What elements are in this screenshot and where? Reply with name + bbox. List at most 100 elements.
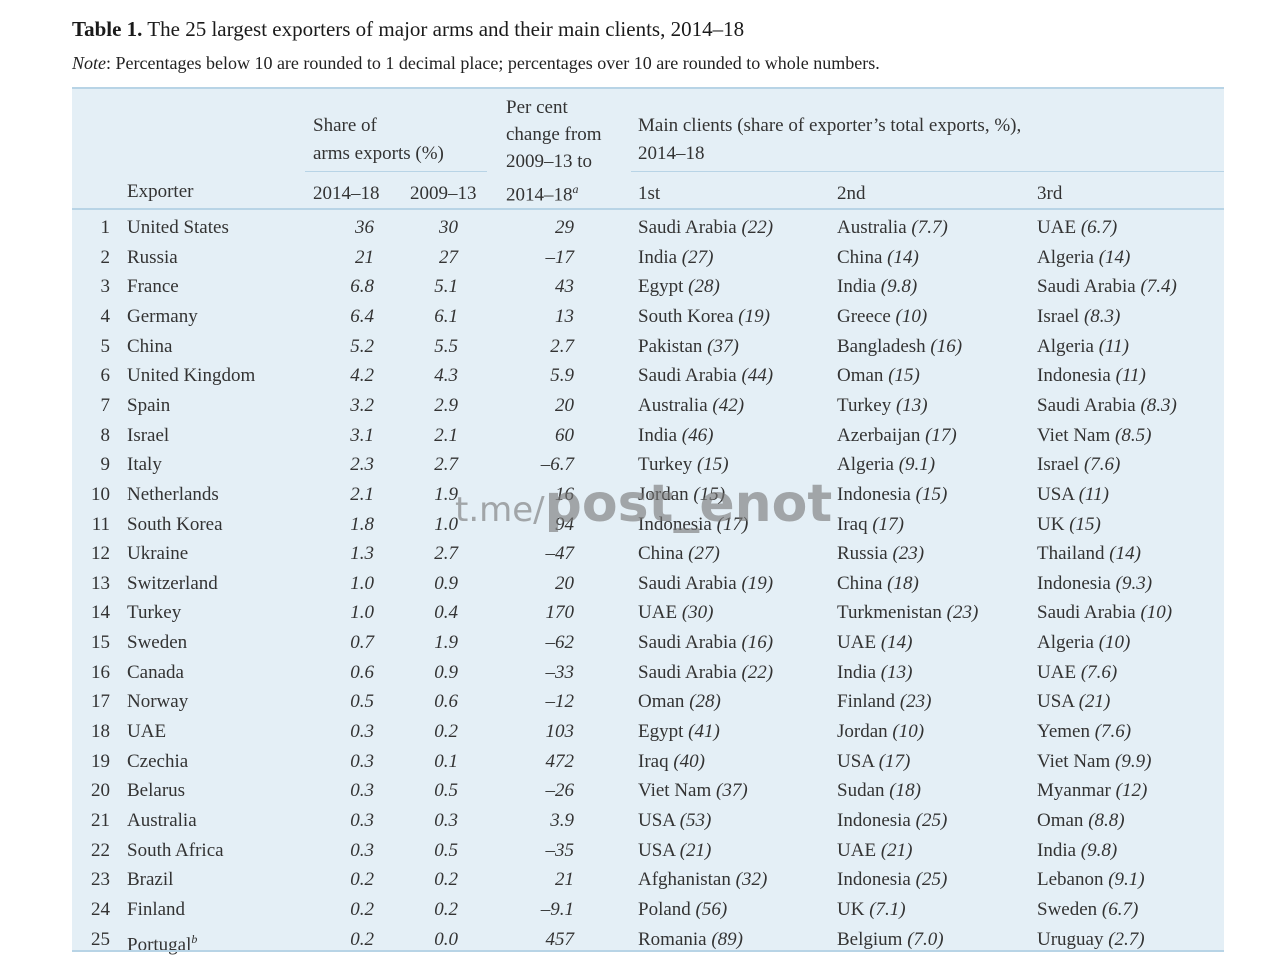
share-2009-13: 0.6 bbox=[434, 691, 458, 713]
client-3rd-country: Algeria bbox=[1037, 246, 1094, 268]
client-3rd: Lebanon (9.1) bbox=[1037, 865, 1145, 895]
client-2nd-header: 2nd bbox=[837, 183, 866, 204]
client-3rd-country: Uruguay bbox=[1037, 928, 1104, 950]
client-2nd-share: (7.7) bbox=[911, 217, 948, 238]
share-2009-13: 2.7 bbox=[434, 543, 458, 565]
share-2009-13: 1.9 bbox=[434, 632, 458, 654]
client-1st-share: (56) bbox=[695, 898, 728, 920]
percent-change: 20 bbox=[555, 572, 574, 594]
row-rank: 3 bbox=[100, 276, 111, 298]
client-1st-share: (22) bbox=[741, 661, 774, 683]
share-2009-13: 5.5 bbox=[434, 335, 458, 357]
exporter-header: Exporter bbox=[127, 181, 194, 202]
share-2014-18: 0.3 bbox=[350, 839, 374, 861]
client-1st: Saudi Arabia (22) bbox=[638, 658, 773, 688]
exporter-cell: Norway bbox=[127, 687, 188, 717]
client-1st-country: Poland bbox=[638, 898, 691, 920]
share-2009-13: 0.2 bbox=[434, 721, 458, 743]
exporter-cell: United States bbox=[127, 213, 229, 243]
share-2014-18: 1.3 bbox=[350, 543, 374, 565]
percent-change: 20 bbox=[555, 394, 574, 416]
percent-change: 21 bbox=[555, 869, 574, 891]
client-2nd: Iraq (17) bbox=[837, 510, 904, 540]
share-2014-18: 6.4 bbox=[350, 305, 374, 327]
row-rank: 15 bbox=[91, 632, 110, 654]
percent-change: 3.9 bbox=[550, 810, 574, 831]
client-1st: Australia (42) bbox=[638, 391, 744, 421]
client-3rd-country: Thailand bbox=[1037, 543, 1105, 565]
client-3rd-share: (6.7) bbox=[1101, 898, 1139, 920]
exporter-cell: Russia bbox=[127, 243, 178, 273]
client-1st-country: USA bbox=[638, 839, 675, 861]
client-2nd-country: Algeria bbox=[837, 454, 894, 476]
row-rank: 22 bbox=[91, 839, 110, 861]
client-2nd-country: China bbox=[837, 572, 883, 594]
client-2nd-country: India bbox=[837, 661, 877, 683]
table-row: 6 United Kingdom 4.2 4.3 5.9 Saudi Arabia (44… bbox=[72, 361, 1224, 391]
client-1st: Jordan (15) bbox=[638, 480, 725, 510]
exporter-cell: Switzerland bbox=[127, 569, 218, 599]
exporter-cell: United Kingdom bbox=[127, 361, 255, 391]
client-1st-country: India bbox=[638, 424, 678, 446]
client-1st: India (46) bbox=[638, 421, 713, 451]
client-1st: USA (21) bbox=[638, 836, 711, 866]
client-2nd-country: Indonesia bbox=[837, 810, 911, 831]
client-1st-share: (15) bbox=[696, 454, 729, 476]
table-row: 13 Switzerland 1.0 0.9 20 Saudi Arabia (19) Ch… bbox=[72, 569, 1224, 599]
client-2nd-country: UAE bbox=[837, 632, 877, 654]
row-rank: 2 bbox=[100, 246, 111, 268]
exporter-name: Belarus bbox=[127, 780, 186, 802]
row-rank: 19 bbox=[91, 750, 110, 772]
client-3rd-country: Saudi Arabia bbox=[1037, 276, 1136, 298]
share-2014-18: 0.2 bbox=[350, 928, 374, 950]
share-2014-18: 21 bbox=[355, 246, 374, 268]
share-2009-13: 4.3 bbox=[434, 365, 458, 387]
percent-change: 13 bbox=[555, 305, 574, 327]
row-rank: 10 bbox=[91, 483, 110, 505]
client-2nd-share: (16) bbox=[930, 335, 963, 357]
percent-change: 472 bbox=[545, 750, 575, 772]
exporter-cell: UAE bbox=[127, 717, 166, 747]
client-1st: China (27) bbox=[638, 539, 720, 569]
table-title: Table 1. The 25 largest exporters of maj… bbox=[72, 17, 744, 42]
percent-change: –47 bbox=[545, 543, 575, 565]
exporter-name: Finland bbox=[127, 898, 186, 920]
client-1st-country: UAE bbox=[638, 602, 678, 624]
client-1st-share: (22) bbox=[741, 217, 774, 238]
table-row: 23 Brazil 0.2 0.2 21 Afghanistan (32) Indonesi… bbox=[72, 865, 1224, 895]
client-1st-country: Australia bbox=[638, 394, 708, 416]
client-1st-country: Indonesia bbox=[638, 513, 712, 535]
client-2nd: USA (17) bbox=[837, 747, 910, 777]
client-3rd-country: Oman bbox=[1037, 810, 1084, 831]
client-1st-country: Egypt bbox=[638, 276, 684, 298]
table-row: 9 Italy 2.3 2.7 –6.7 Turkey (15) Algeria (9.1)… bbox=[72, 450, 1224, 480]
client-1st: Saudi Arabia (16) bbox=[638, 628, 773, 658]
exporter-cell: France bbox=[127, 272, 179, 302]
exporter-cell: Netherlands bbox=[127, 480, 219, 510]
client-3rd-country: Algeria bbox=[1037, 335, 1094, 357]
client-1st: Indonesia (17) bbox=[638, 510, 748, 540]
exporter-name: South Africa bbox=[127, 839, 224, 861]
client-3rd-share: (12) bbox=[1115, 780, 1148, 802]
share-2009-13: 1.0 bbox=[434, 513, 458, 535]
exporter-cell: Italy bbox=[127, 450, 162, 480]
client-3rd-share: (9.9) bbox=[1115, 750, 1152, 772]
client-2nd: China (18) bbox=[837, 569, 919, 599]
row-rank: 23 bbox=[91, 869, 110, 891]
client-3rd: Indonesia (11) bbox=[1037, 361, 1146, 391]
table-row: 24 Finland 0.2 0.2 –9.1 Poland (56) UK (7.1) Sw… bbox=[72, 895, 1224, 925]
client-2nd-share: (25) bbox=[915, 869, 948, 891]
change-header-line1: Per cent bbox=[506, 97, 568, 118]
exporter-cell: Belarus bbox=[127, 776, 185, 806]
exporter-name: Czechia bbox=[127, 750, 189, 772]
table-row: 4 Germany 6.4 6.1 13 South Korea (19) Greece (… bbox=[72, 302, 1224, 332]
client-2nd: Russia (23) bbox=[837, 539, 924, 569]
client-2nd-country: UAE bbox=[837, 839, 877, 861]
client-3rd: Thailand (14) bbox=[1037, 539, 1141, 569]
table-row: 14 Turkey 1.0 0.4 170 UAE (30) Turkmenistan (2… bbox=[72, 598, 1224, 628]
client-2nd-country: Jordan bbox=[837, 721, 888, 743]
exporter-cell: Brazil bbox=[127, 865, 173, 895]
client-1st-country: Afghanistan bbox=[638, 869, 731, 891]
client-1st-share: (32) bbox=[735, 869, 768, 891]
client-1st-country: Jordan bbox=[638, 483, 689, 505]
